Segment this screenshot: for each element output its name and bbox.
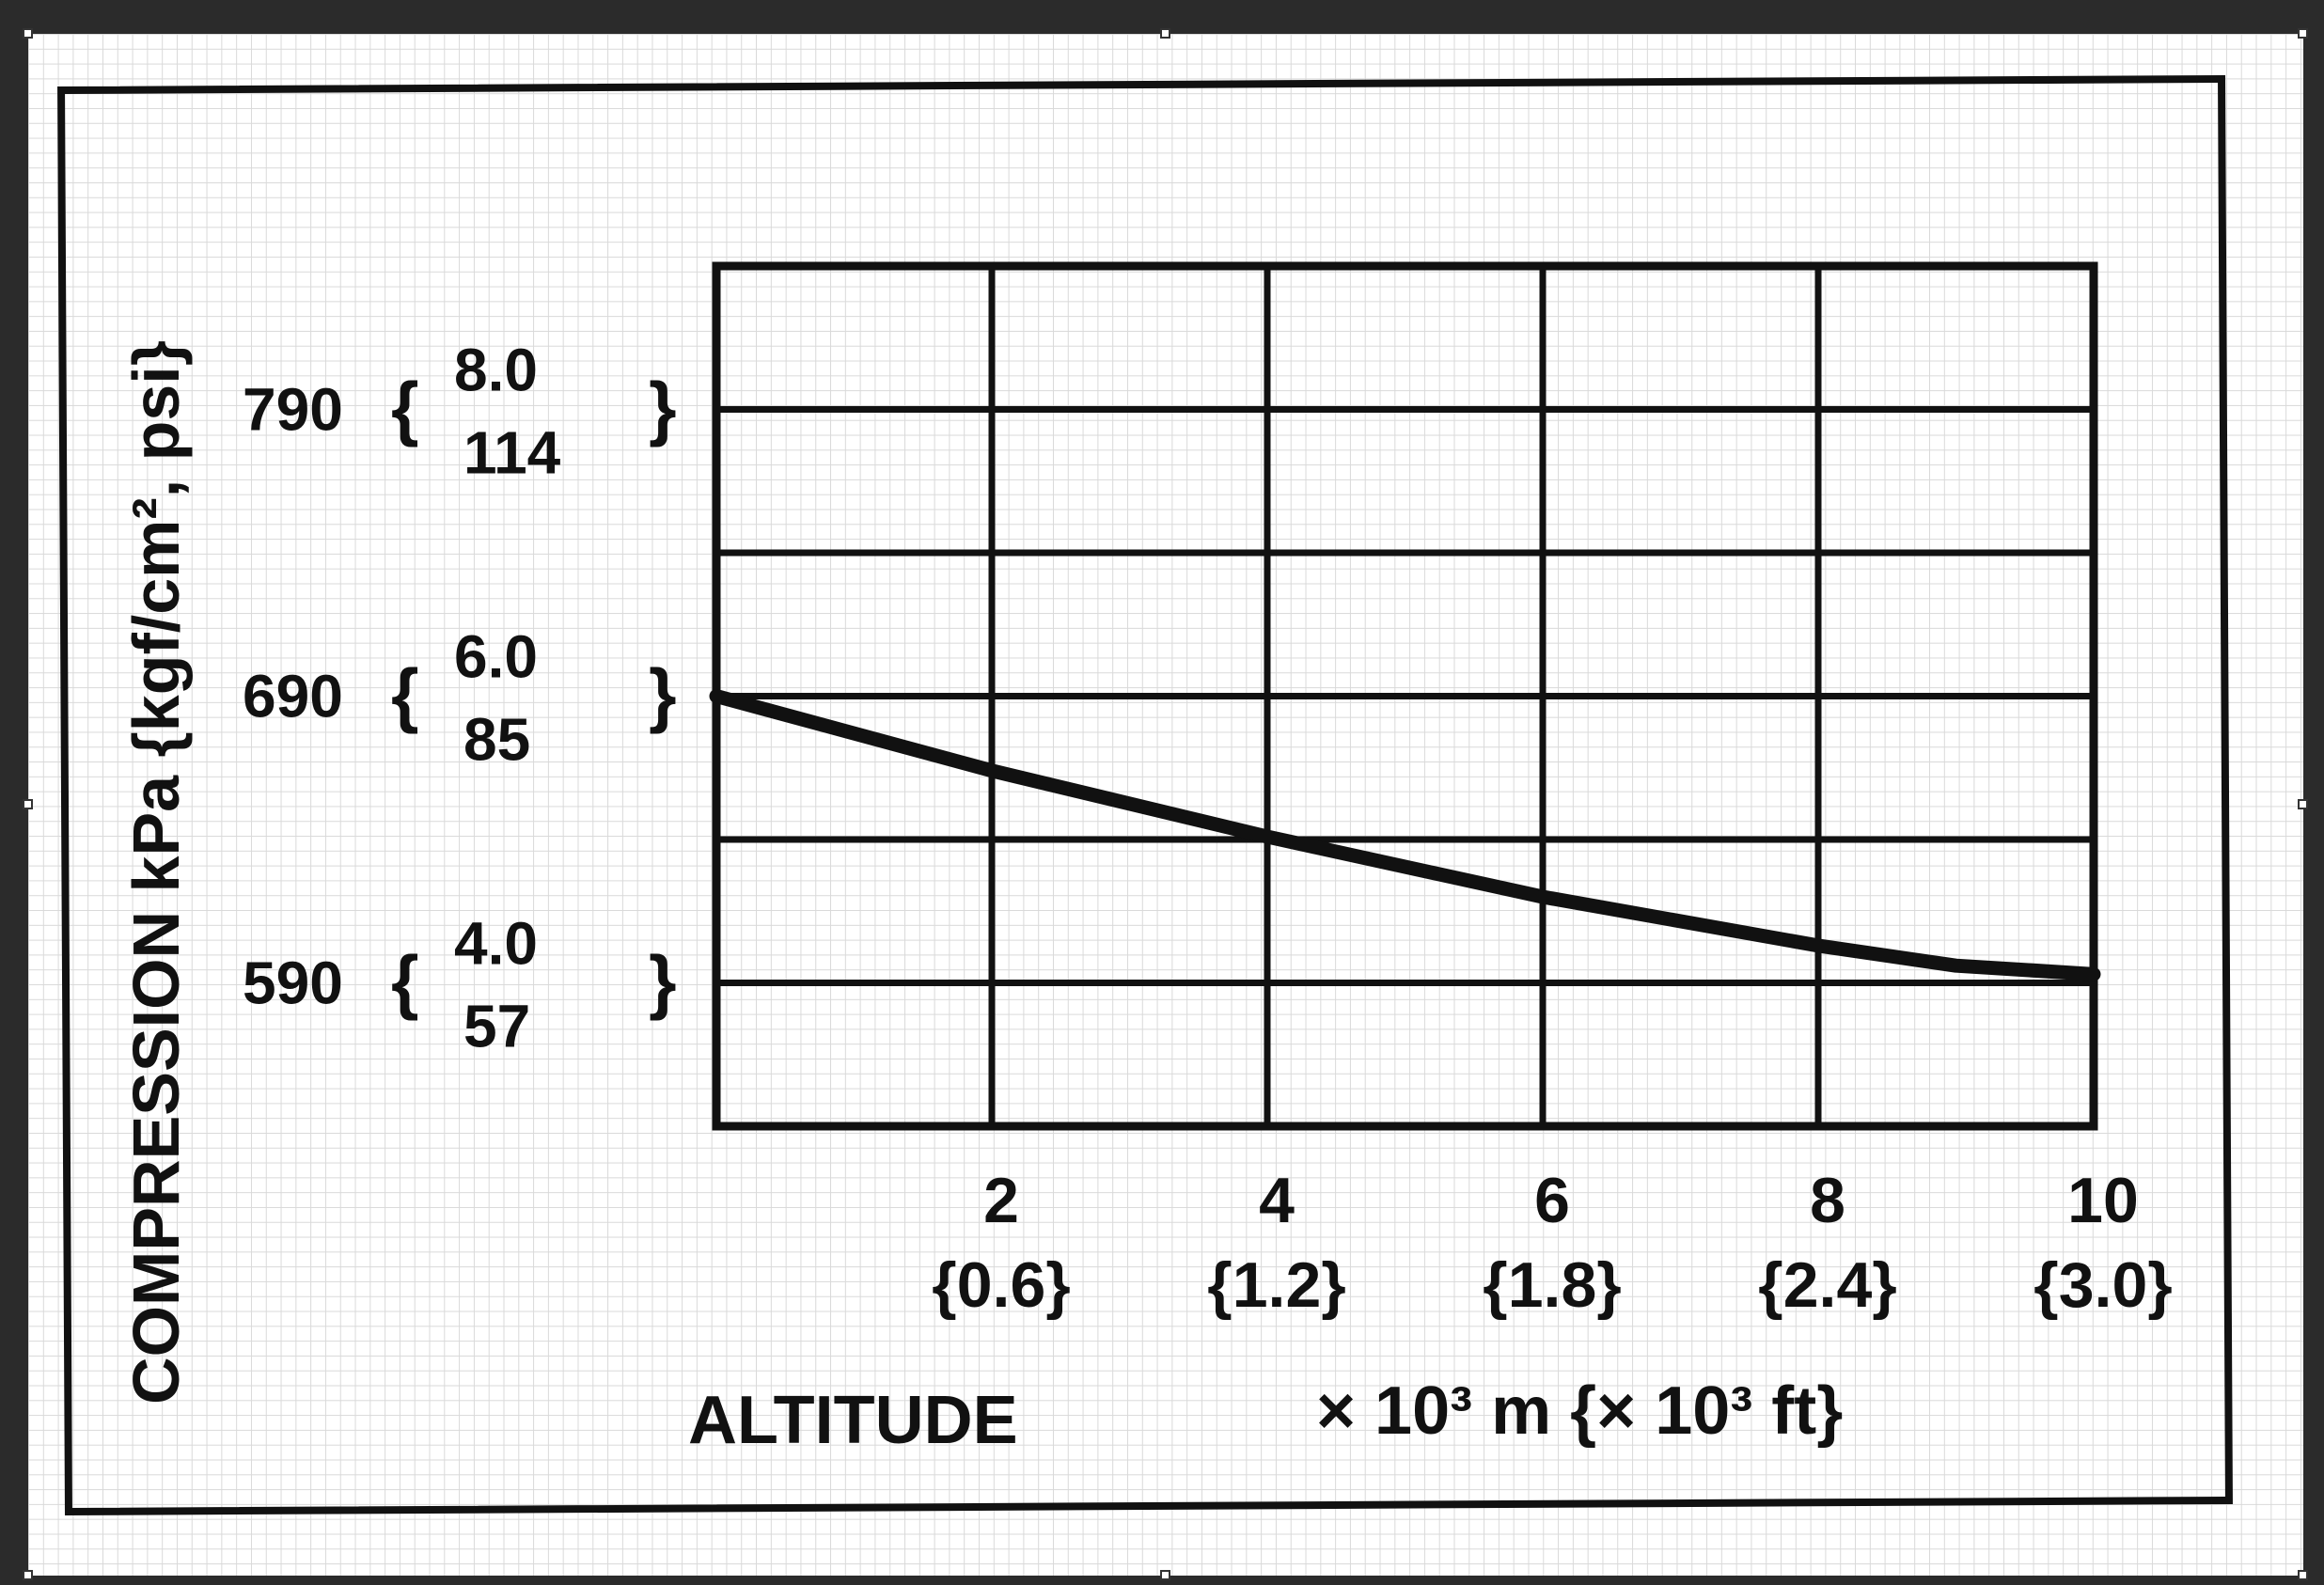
resize-handle-bottom-right[interactable] [2298,1570,2308,1580]
y-tick-label-kgf: 8.0 [454,337,538,404]
y-tick-label-psi: 57 [463,993,530,1060]
y-tick-brace-close: } [649,942,677,1022]
x-tick-label-m: 8 [1810,1165,1845,1236]
y-tick-brace-close: } [649,369,677,448]
x-tick-label-m: 10 [2067,1165,2139,1236]
resize-handle-middle-right[interactable] [2298,799,2308,809]
x-tick-label-m: 2 [983,1165,1019,1236]
chart-canvas [23,28,2308,1580]
y-tick-brace-open: { [391,655,419,735]
resize-handle-bottom-left[interactable] [23,1570,33,1580]
x-tick-label-ft: {0.6} [932,1249,1070,1321]
resize-handle-bottom-center[interactable] [1160,1570,1170,1580]
x-tick-label-ft: {2.4} [1758,1249,1896,1321]
resize-handle-top-left[interactable] [23,28,33,39]
y-tick-label-kpa: 690 [243,663,343,730]
y-tick-label-kpa: 790 [243,376,343,444]
y-tick-label-kgf: 4.0 [454,910,538,978]
y-tick-labels: 790 {8.0 114} 690 {6.0 85} 590 {4.0 57} [243,337,677,1060]
y-tick-brace-open: { [391,942,419,1022]
y-tick-brace-close: } [649,655,677,735]
plot-grid [712,261,2098,1131]
y-tick-label-kgf: 6.0 [454,623,538,691]
y-tick-label-psi: 114 [463,419,561,487]
x-tick-label-m: 4 [1259,1165,1295,1236]
y-tick-label-kpa: 590 [243,949,343,1017]
y-tick-label-psi: 85 [463,706,530,774]
x-tick-label-ft: {1.2} [1207,1249,1345,1321]
resize-handle-top-center[interactable] [1160,28,1170,39]
x-axis-unit-label: × 10³ m {× 10³ ft} [1316,1373,1843,1449]
resize-handle-middle-left[interactable] [23,799,33,809]
series-line [709,689,2101,981]
resize-handle-top-right[interactable] [2298,28,2308,39]
x-tick-label-m: 6 [1534,1165,1570,1236]
x-tick-labels: 2 {0.6} 4 {1.2} 6 {1.8} 8 {2.4} 10 {3.0} [932,1165,2172,1321]
series-group [709,689,2101,981]
x-tick-label-ft: {1.8} [1483,1249,1621,1321]
y-axis-label: COMPRESSION kPa {kgf/cm², psi} [119,340,193,1405]
x-tick-label-ft: {3.0} [2034,1249,2172,1321]
y-tick-brace-open: { [391,369,419,448]
x-axis-label: ALTITUDE [688,1383,1018,1458]
